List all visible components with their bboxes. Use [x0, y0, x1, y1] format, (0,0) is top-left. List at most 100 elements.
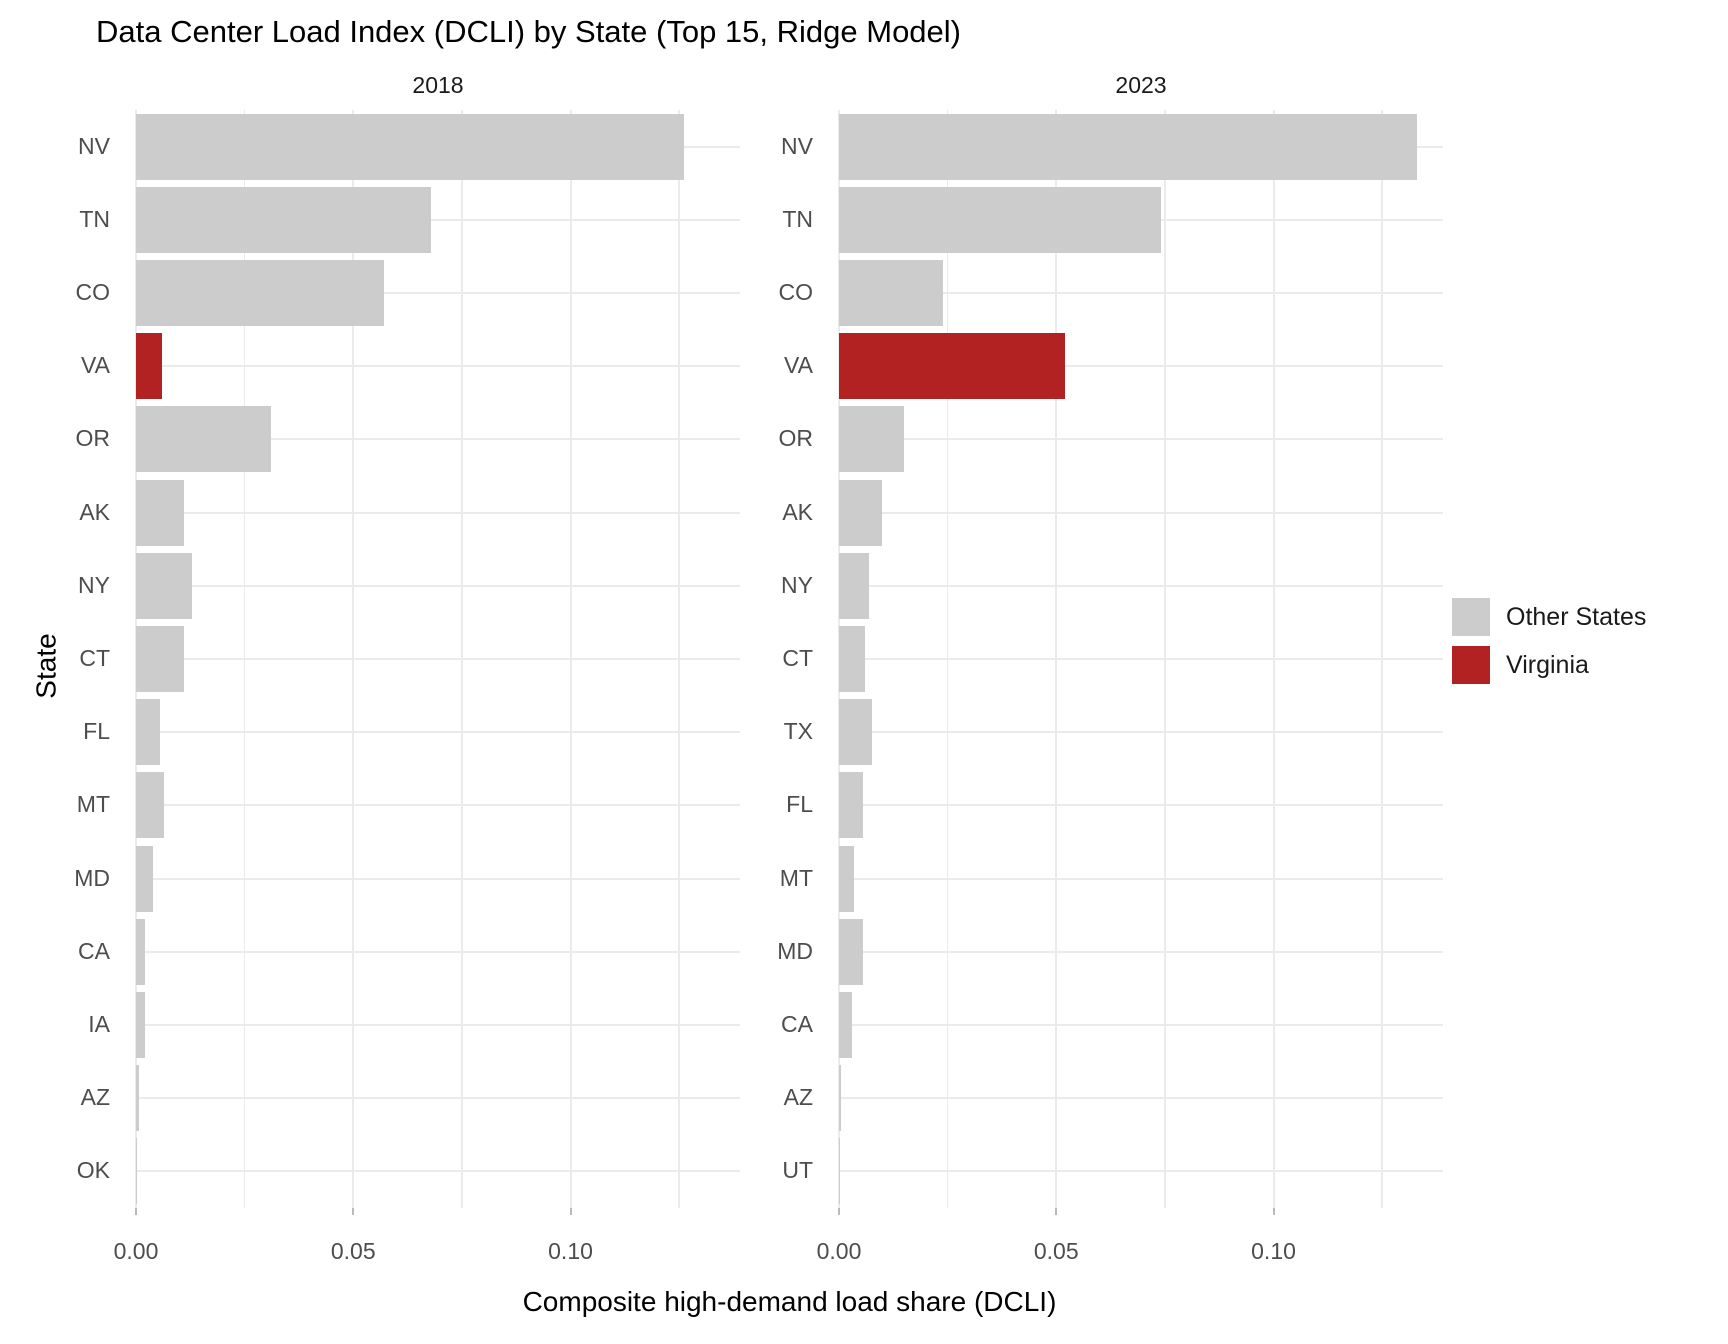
bar-2018-NY	[136, 552, 193, 619]
y-label-2023-NV: NV	[781, 132, 813, 159]
y-label-2018-CO: CO	[75, 279, 111, 305]
x-tick-label: 0.00	[816, 1238, 862, 1264]
h-gridline	[839, 877, 1443, 880]
h-gridline	[839, 950, 1443, 953]
bar-2023-TX	[839, 699, 872, 766]
v-gridline-major	[352, 110, 355, 1208]
v-gridline-minor	[678, 110, 680, 1208]
bar-2018-NV	[136, 113, 684, 180]
h-gridline	[839, 1024, 1443, 1026]
h-gridline	[839, 365, 1443, 368]
y-label-2023-VA: VA	[784, 352, 813, 379]
x-axis-title: Composite high-demand load share (DCLI)	[522, 1286, 1057, 1317]
h-gridline	[136, 877, 740, 880]
x-tick-mark	[838, 1208, 840, 1215]
y-label-2023-NY: NY	[781, 571, 813, 598]
bar-2018-CO	[136, 260, 384, 326]
x-tick-mark	[1272, 1208, 1275, 1215]
y-label-2023-CA: CA	[781, 1011, 813, 1037]
v-gridline-major	[1272, 110, 1275, 1208]
bar-2023-CT	[839, 626, 866, 692]
bar-2018-IA	[136, 992, 145, 1058]
h-gridline	[839, 1097, 1443, 1100]
h-gridline	[839, 731, 1443, 734]
y-label-2023-UT: UT	[782, 1157, 813, 1184]
v-gridline-minor	[1164, 110, 1166, 1208]
h-gridline	[136, 365, 740, 368]
v-gridline-major	[569, 110, 572, 1208]
bar-2018-AZ	[136, 1065, 140, 1132]
h-gridline	[839, 804, 1443, 807]
y-label-2018-MT: MT	[76, 791, 110, 818]
h-gridline	[136, 658, 740, 660]
y-label-2018-AZ: AZ	[80, 1084, 110, 1111]
x-tick-label: 0.00	[113, 1238, 159, 1264]
y-label-2018-NV: NV	[78, 132, 110, 159]
legend-item-virginia: Virginia	[1452, 646, 1646, 684]
bar-2023-NV	[839, 113, 1417, 180]
bar-2018-FL	[136, 699, 160, 766]
bar-2018-VA	[136, 333, 163, 400]
bar-2018-TN	[136, 186, 432, 253]
h-gridline	[839, 1170, 1443, 1173]
bar-2023-OR	[839, 406, 905, 473]
h-gridline	[136, 950, 740, 953]
h-gridline	[839, 658, 1443, 660]
facet-panel-2018	[135, 110, 740, 1208]
y-label-2018-AK: AK	[79, 498, 110, 525]
bar-2018-CA	[136, 918, 145, 985]
v-gridline-minor	[243, 110, 246, 1208]
x-tick-label: 0.05	[1033, 1238, 1079, 1264]
bar-2023-FL	[839, 772, 863, 839]
y-label-2023-MT: MT	[779, 864, 813, 891]
h-gridline	[839, 584, 1443, 587]
y-label-2018-MD: MD	[74, 864, 110, 891]
y-label-2023-FL: FL	[786, 791, 813, 818]
bar-2023-NY	[839, 552, 870, 619]
h-gridline	[136, 804, 740, 807]
y-label-2018-CT: CT	[79, 645, 110, 671]
bar-2018-AK	[136, 479, 184, 546]
v-gridline-minor	[1381, 110, 1383, 1208]
h-gridline	[839, 511, 1443, 514]
h-gridline	[136, 438, 740, 441]
h-gridline	[136, 292, 740, 294]
bar-2023-AZ	[839, 1065, 841, 1132]
legend-key-swatch	[1452, 598, 1490, 636]
y-label-2018-NY: NY	[78, 571, 110, 598]
y-label-2018-FL: FL	[83, 718, 110, 745]
h-gridline	[136, 1097, 740, 1100]
x-tick-mark	[352, 1208, 355, 1215]
legend-label: Virginia	[1506, 650, 1589, 679]
y-label-2023-CT: CT	[782, 645, 813, 671]
facet-strip-2018: 2018	[412, 72, 464, 98]
y-label-2023-TX: TX	[783, 718, 813, 745]
y-label-2023-OR: OR	[778, 425, 814, 452]
y-label-2018-TN: TN	[79, 205, 110, 232]
bar-2023-CA	[839, 992, 853, 1058]
y-label-2018-VA: VA	[81, 352, 110, 379]
h-gridline	[839, 292, 1443, 294]
legend-item-other: Other States	[1452, 598, 1646, 636]
y-label-2023-MD: MD	[777, 937, 813, 964]
chart-title: Data Center Load Index (DCLI) by State (…	[96, 14, 962, 49]
y-label-2023-AK: AK	[782, 498, 813, 525]
x-tick-mark	[569, 1208, 572, 1215]
h-gridline	[136, 731, 740, 734]
h-gridline	[136, 1170, 740, 1173]
bar-2023-CO	[839, 260, 944, 326]
bar-2018-MT	[136, 772, 165, 839]
bar-2018-OR	[136, 406, 271, 473]
bar-2023-VA	[839, 333, 1065, 400]
y-label-2023-AZ: AZ	[783, 1084, 813, 1111]
y-label-2018-OR: OR	[75, 425, 111, 452]
v-gridline-major	[1055, 110, 1058, 1208]
v-gridline-minor	[461, 110, 463, 1208]
legend: Other States Virginia	[1452, 598, 1646, 694]
y-axis-title: State	[30, 633, 62, 699]
x-tick-mark	[135, 1208, 137, 1215]
x-tick-mark	[1055, 1208, 1058, 1215]
y-label-2018-CA: CA	[78, 937, 110, 964]
bar-2018-OK	[136, 1138, 137, 1205]
